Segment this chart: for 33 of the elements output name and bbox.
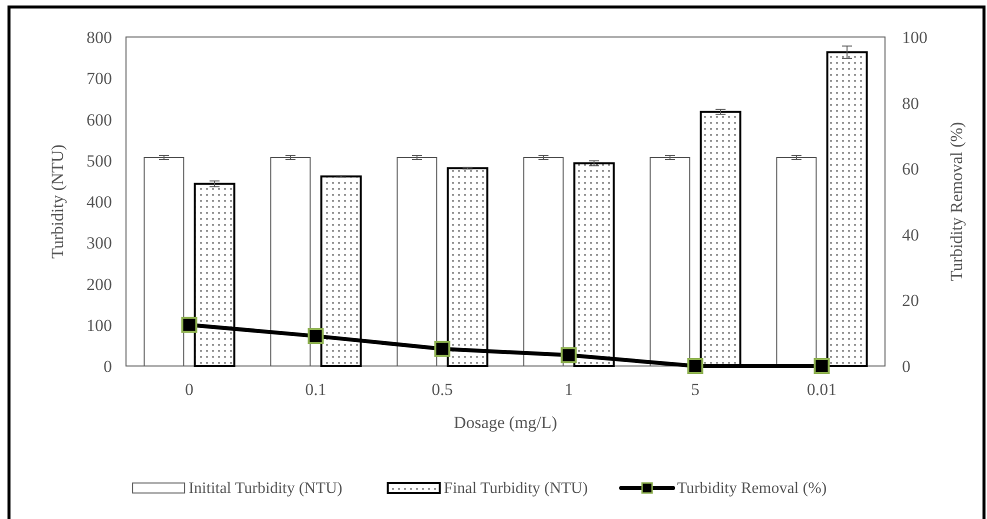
x-axis-title: Dosage (mg/L) xyxy=(454,413,558,432)
point xyxy=(814,358,830,374)
x-tick-label: 1 xyxy=(564,380,573,399)
y-tick-label: 400 xyxy=(86,192,112,212)
x-tick-label: 0.01 xyxy=(806,380,837,399)
y-axis-title: Turbidity (NTU) xyxy=(48,144,67,259)
point xyxy=(560,347,577,364)
y2-tick-label: 40 xyxy=(902,225,919,244)
y-tick-label: 100 xyxy=(86,316,112,335)
y2-tick-label: 80 xyxy=(902,94,919,113)
x-tick-label: 0 xyxy=(185,380,194,399)
y-tick-label: 500 xyxy=(86,151,112,170)
legend-label: Turbidity Removal (%) xyxy=(677,480,827,497)
y-tick-label: 300 xyxy=(86,234,112,253)
y-tick-label: 800 xyxy=(86,28,112,47)
point xyxy=(434,340,450,357)
x-tick-label: 0.5 xyxy=(432,380,453,399)
y-tick-label: 200 xyxy=(86,274,112,294)
point xyxy=(308,328,324,344)
x-tick-label: 5 xyxy=(691,380,700,399)
x-tick-label: 0.1 xyxy=(305,380,326,399)
point xyxy=(687,358,704,374)
legend-label: Initital Turbidity (NTU) xyxy=(188,480,342,497)
y2-axis-title: Turbidity Removal (%) xyxy=(947,122,966,281)
y2-tick-label: 20 xyxy=(902,291,919,310)
y2-tick-label: 0 xyxy=(902,357,910,376)
legend-label: Final Turbidity (NTU) xyxy=(444,480,588,497)
y2-tick-label: 60 xyxy=(902,160,919,179)
y2-tick-label: 100 xyxy=(902,28,928,47)
y-tick-label: 0 xyxy=(104,357,112,376)
y-tick-label: 600 xyxy=(86,110,112,130)
point xyxy=(181,316,198,333)
y-tick-label: 700 xyxy=(86,69,112,88)
